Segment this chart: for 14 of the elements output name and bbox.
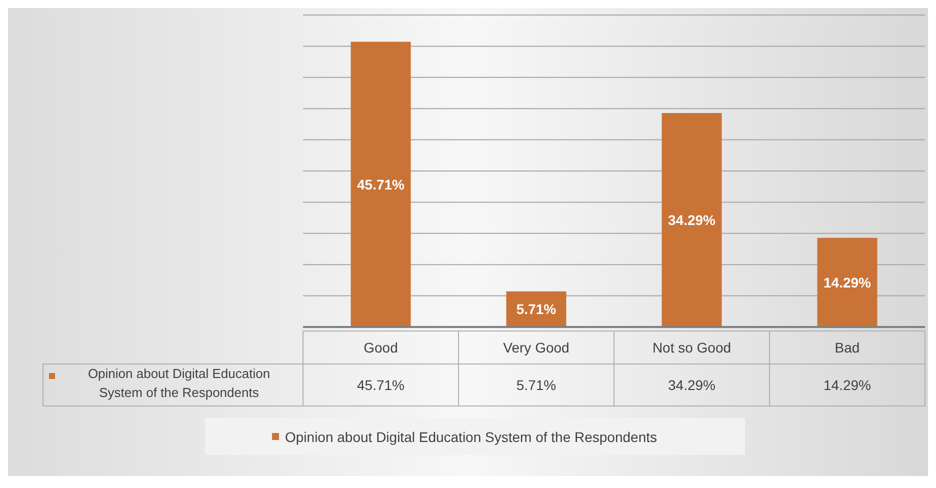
data-label: 45.71% [357,376,404,393]
legend-label: Opinion about Digital Education System of the Respondents [285,428,658,445]
data-label: 14.29% [824,376,871,393]
text: 34.29% [668,212,716,228]
x-tick-label: Good [364,339,398,356]
text: 45.71% [357,176,404,192]
text: Opinion about Digital Education System of the Respondents [88,366,270,400]
x-tick-label: Very Good [503,339,570,356]
text: 5.71% [516,301,556,318]
text: 14.29% [824,274,871,290]
x-tick-label: Not so Good [652,339,732,356]
data-label: 34.29% [668,376,716,393]
x-tick-label: Bad [834,339,860,356]
data-label: 5.71% [516,376,556,393]
